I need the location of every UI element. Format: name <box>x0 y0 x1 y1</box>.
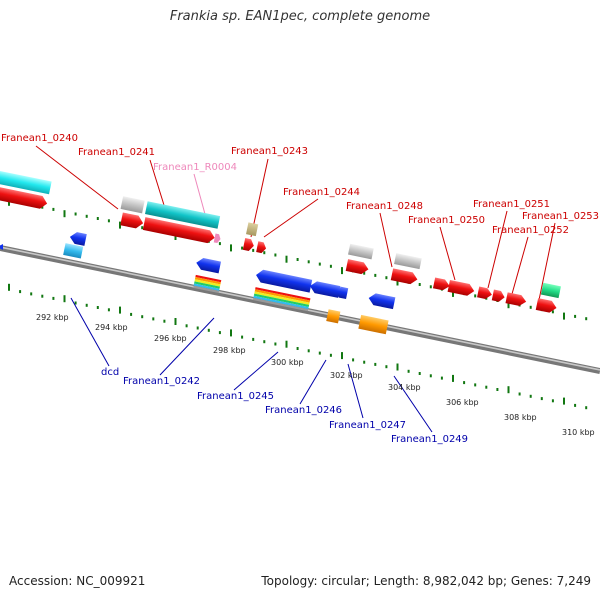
gene-0242-domains[interactable] <box>193 274 222 294</box>
accession-label: Accession: NC_009921 <box>9 574 146 588</box>
leader-line <box>379 212 393 268</box>
gene-0252a-red[interactable] <box>477 286 493 301</box>
gene-0240-cyan[interactable] <box>0 167 52 195</box>
gene-0245-blue[interactable] <box>255 269 313 293</box>
label-franean1-0246[interactable]: Franean1_0246 <box>265 405 342 416</box>
genome-summary: Topology: circular; Length: 8,982,042 bp… <box>261 574 591 588</box>
scale-label-308: 308 kbp <box>504 413 537 422</box>
gene-edge-fragment[interactable] <box>0 244 3 250</box>
scale-label-298: 298 kbp <box>213 346 246 355</box>
leader-line <box>538 222 556 301</box>
leader-line <box>70 297 110 367</box>
label-franean1-0242[interactable]: Franean1_0242 <box>123 376 200 387</box>
scale-label-296: 296 kbp <box>154 334 187 343</box>
domain-stripe <box>255 287 311 301</box>
domain-stripe <box>194 279 221 287</box>
label-franean1-0241[interactable]: Franean1_0241 <box>78 147 155 158</box>
domain-stripe <box>195 274 222 283</box>
leader-line <box>263 198 319 238</box>
gene-labels-top: Franean1_0240 Franean1_0241 Franean1_R00… <box>1 133 599 236</box>
label-franean1-0248[interactable]: Franean1_0248 <box>346 201 423 212</box>
gene-0243-red[interactable] <box>242 238 255 252</box>
domain-stripe <box>253 295 309 310</box>
leader-line <box>299 359 327 405</box>
scale-labels: 292 kbp 294 kbp 296 kbp 298 kbp 300 kbp … <box>36 313 595 437</box>
domain-stripe <box>252 297 309 312</box>
scale-label-294: 294 kbp <box>95 323 128 332</box>
label-franean1-0253[interactable]: Franean1_0253 <box>522 211 599 222</box>
gene-r0004-pink[interactable] <box>213 233 222 244</box>
gene-0241-gray[interactable] <box>120 196 145 214</box>
label-franean1-0243[interactable]: Franean1_0243 <box>231 146 308 157</box>
label-franean1-0252[interactable]: Franean1_0252 <box>492 225 569 236</box>
leader-lines <box>35 145 556 433</box>
leader-line <box>159 317 215 376</box>
label-franean1-0245[interactable]: Franean1_0245 <box>197 391 274 402</box>
tick-row-bottom <box>8 283 588 410</box>
label-franean1-r0004[interactable]: Franean1_R0004 <box>153 162 237 173</box>
gene-0242-blue[interactable] <box>195 257 221 274</box>
gene-0251a-red[interactable] <box>432 277 451 291</box>
gene-0247-blue[interactable] <box>334 286 349 300</box>
domain-stripe <box>193 283 220 291</box>
gene-0249-blue[interactable] <box>367 292 396 310</box>
domain-stripe <box>194 277 221 285</box>
leader-line <box>439 226 456 281</box>
map-title: Frankia sp. EAN1pec, complete genome <box>169 9 431 24</box>
gene-0250-red[interactable] <box>390 268 419 285</box>
gene-dcd-blue[interactable] <box>69 231 87 246</box>
domain-stripe <box>254 289 311 303</box>
gene-0240-red[interactable] <box>0 183 48 210</box>
scale-label-300: 300 kbp <box>271 358 304 367</box>
gene-0253b-red[interactable] <box>535 298 558 314</box>
gene-0249-orange[interactable] <box>358 314 389 335</box>
gene-dcd-sky[interactable] <box>63 243 84 259</box>
gene-0247-orange[interactable] <box>326 309 341 324</box>
feature-track <box>0 167 561 335</box>
gene-0241-red-b[interactable] <box>142 217 216 244</box>
leader-line <box>233 351 279 391</box>
label-franean1-0240[interactable]: Franean1_0240 <box>1 133 78 144</box>
scale-label-310: 310 kbp <box>562 428 595 437</box>
leader-line <box>393 375 433 433</box>
gene-labels-bottom: dcd Franean1_0242 Franean1_0245 Franean1… <box>101 367 468 445</box>
leader-line <box>35 145 119 210</box>
scale-label-306: 306 kbp <box>446 398 479 407</box>
leader-line <box>347 363 364 419</box>
gene-0248-gray[interactable] <box>348 243 374 260</box>
gene-0241-teal[interactable] <box>145 201 221 229</box>
domain-stripe <box>193 285 220 294</box>
leader-line <box>487 210 508 289</box>
gene-0248-red[interactable] <box>345 259 370 275</box>
label-franean1-0249[interactable]: Franean1_0249 <box>391 434 468 445</box>
domain-stripe <box>194 281 220 289</box>
gene-0253-green[interactable] <box>540 282 561 299</box>
gene-0244-red[interactable] <box>256 241 267 254</box>
gene-0253a-red[interactable] <box>505 292 527 307</box>
label-franean1-0244[interactable]: Franean1_0244 <box>283 187 360 198</box>
gene-0241-red-a[interactable] <box>120 212 144 229</box>
gene-0250-gray[interactable] <box>394 253 422 270</box>
scale-label-302: 302 kbp <box>330 371 363 380</box>
label-franean1-0250[interactable]: Franean1_0250 <box>408 215 485 226</box>
gene-0246-blue[interactable] <box>309 280 341 298</box>
gene-0245-domains[interactable] <box>252 287 311 312</box>
leader-line <box>511 236 529 295</box>
gene-0243-khaki[interactable] <box>246 222 259 237</box>
scale-label-292: 292 kbp <box>36 313 69 322</box>
label-franean1-0251[interactable]: Franean1_0251 <box>473 199 550 210</box>
label-dcd[interactable]: dcd <box>101 367 119 378</box>
scale-label-304: 304 kbp <box>388 383 421 392</box>
gene-0251b-red[interactable] <box>447 280 476 297</box>
domain-stripe <box>254 291 310 305</box>
domain-stripe <box>253 293 310 307</box>
label-franean1-0247[interactable]: Franean1_0247 <box>329 420 406 431</box>
gene-0252b-red[interactable] <box>491 289 506 303</box>
